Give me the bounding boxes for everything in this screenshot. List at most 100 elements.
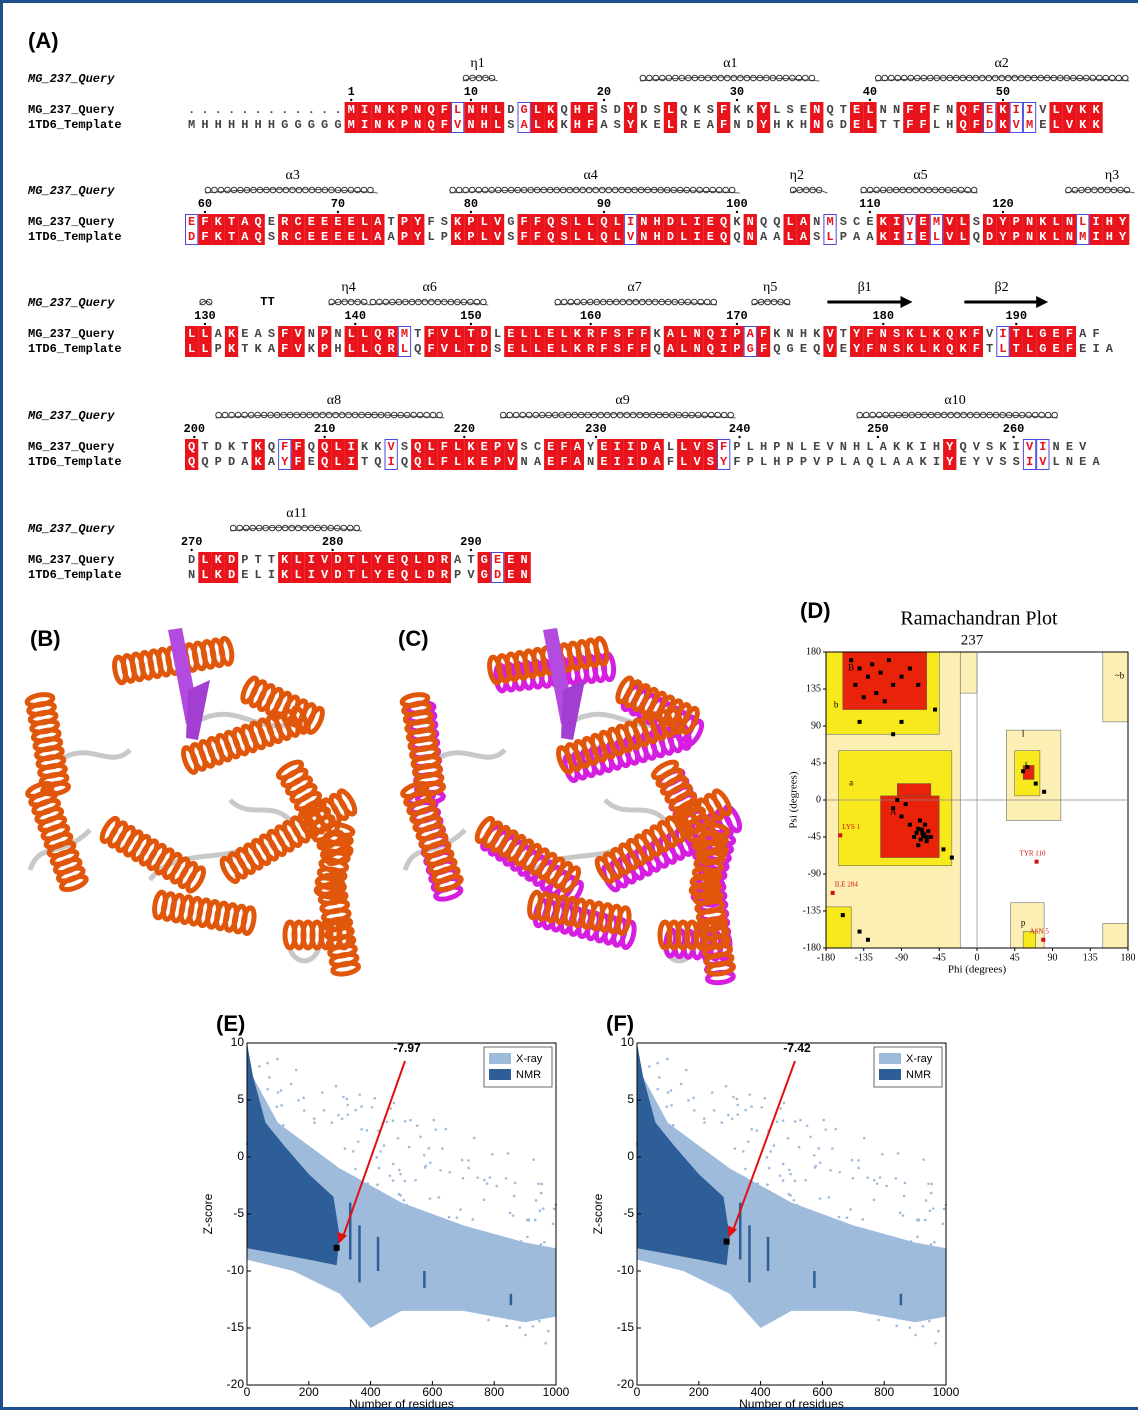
scatter-noise (354, 1167, 357, 1171)
helix-coil (315, 186, 322, 194)
residue: S (840, 215, 847, 229)
helix-coil (809, 186, 816, 194)
residue: E (334, 215, 341, 229)
y-tick-label: 5 (237, 1092, 244, 1106)
panel-label: (F) (606, 1011, 634, 1036)
helix-coil (347, 298, 355, 306)
scatter-noise (444, 1127, 448, 1131)
residue: D (614, 103, 621, 117)
similarity-box (929, 214, 944, 245)
helix-coil (789, 186, 797, 194)
residue: L (361, 568, 368, 582)
helix-coil (658, 298, 666, 306)
scatter-noise (467, 1166, 470, 1170)
residue: Q (760, 215, 767, 229)
residue: Y (374, 568, 382, 582)
scatter-noise (883, 1311, 886, 1315)
residue: Q (374, 327, 381, 341)
residue: I (1092, 215, 1099, 229)
helix-coil (429, 411, 437, 419)
y-tick-label: 90 (811, 720, 821, 731)
scatter-noise (532, 1158, 535, 1161)
x-tick-label: 1000 (933, 1385, 960, 1399)
residue: K (215, 553, 223, 567)
identity-box (623, 439, 638, 470)
residue: D (427, 553, 434, 567)
helix-turn (560, 865, 582, 894)
residue: I (388, 455, 395, 469)
y-tick-label: -45 (808, 831, 821, 842)
helix-coil (415, 298, 422, 306)
strand (186, 680, 210, 740)
residue: K (454, 215, 462, 229)
residue: Q (321, 440, 328, 454)
residue: N (813, 118, 820, 132)
residue: H (228, 118, 235, 132)
residue: A (215, 327, 223, 341)
ruler-number: 270 (181, 535, 203, 549)
point (857, 929, 862, 934)
scatter-noise (766, 1183, 769, 1187)
ruler-number: 210 (314, 422, 336, 436)
y-tick-label: -10 (227, 1263, 245, 1277)
point (865, 937, 870, 942)
ruler-dot (735, 322, 739, 326)
scatter-noise (873, 1178, 876, 1182)
scatter-noise (862, 1136, 866, 1140)
helix-coil (624, 186, 632, 194)
residue: L (680, 230, 687, 244)
residue: S (521, 440, 528, 454)
identity-box (530, 326, 545, 357)
helix-turn (59, 874, 89, 892)
helix-coil (727, 411, 735, 419)
scatter-noise (748, 1093, 752, 1096)
residue: M (348, 103, 355, 117)
residue: I (906, 230, 913, 244)
residue: N (946, 103, 953, 117)
scatter-noise (266, 1087, 270, 1091)
residue: L (574, 215, 581, 229)
residue: V (1066, 118, 1074, 132)
residue: E (600, 440, 607, 454)
scatter-noise (477, 1232, 481, 1236)
residue: A (880, 440, 888, 454)
scatter-noise (712, 1109, 716, 1112)
scatter-noise (692, 1144, 696, 1147)
helix-coil (960, 411, 967, 419)
region (880, 795, 940, 858)
scatter-noise (777, 1226, 781, 1230)
scatter-noise (907, 1246, 910, 1249)
residue: K (255, 455, 263, 469)
helix-coil (281, 524, 289, 532)
helix-coil (750, 74, 757, 82)
helix-coil (369, 300, 489, 306)
residue: S (401, 440, 408, 454)
point (918, 837, 923, 842)
identity-box (504, 439, 518, 470)
similarity-box (1036, 439, 1050, 470)
residue: A (893, 455, 901, 469)
residue: Y (627, 118, 635, 132)
identity-box (584, 102, 598, 133)
residue: N (640, 230, 647, 244)
helix (657, 919, 727, 951)
scatter-noise (376, 1183, 379, 1187)
scatter-noise (929, 1290, 932, 1294)
scatter-noise (736, 1113, 740, 1116)
point (891, 806, 896, 811)
scatter-noise (337, 1113, 340, 1117)
similarity-box (623, 214, 638, 245)
residue: V (494, 230, 502, 244)
residue: N (587, 455, 594, 469)
scatter-noise (460, 1158, 464, 1162)
scatter-noise (678, 1140, 681, 1143)
ruler-dot (602, 210, 606, 214)
legend-box (483, 1046, 553, 1088)
sequence-name: 1TD6_Template (28, 568, 122, 582)
residue: K (1092, 103, 1100, 117)
scatter-noise (345, 1097, 349, 1101)
point (899, 719, 904, 724)
scatter-noise (288, 1140, 291, 1143)
residue: K (640, 118, 648, 132)
x-tick-label: -45 (933, 952, 946, 963)
